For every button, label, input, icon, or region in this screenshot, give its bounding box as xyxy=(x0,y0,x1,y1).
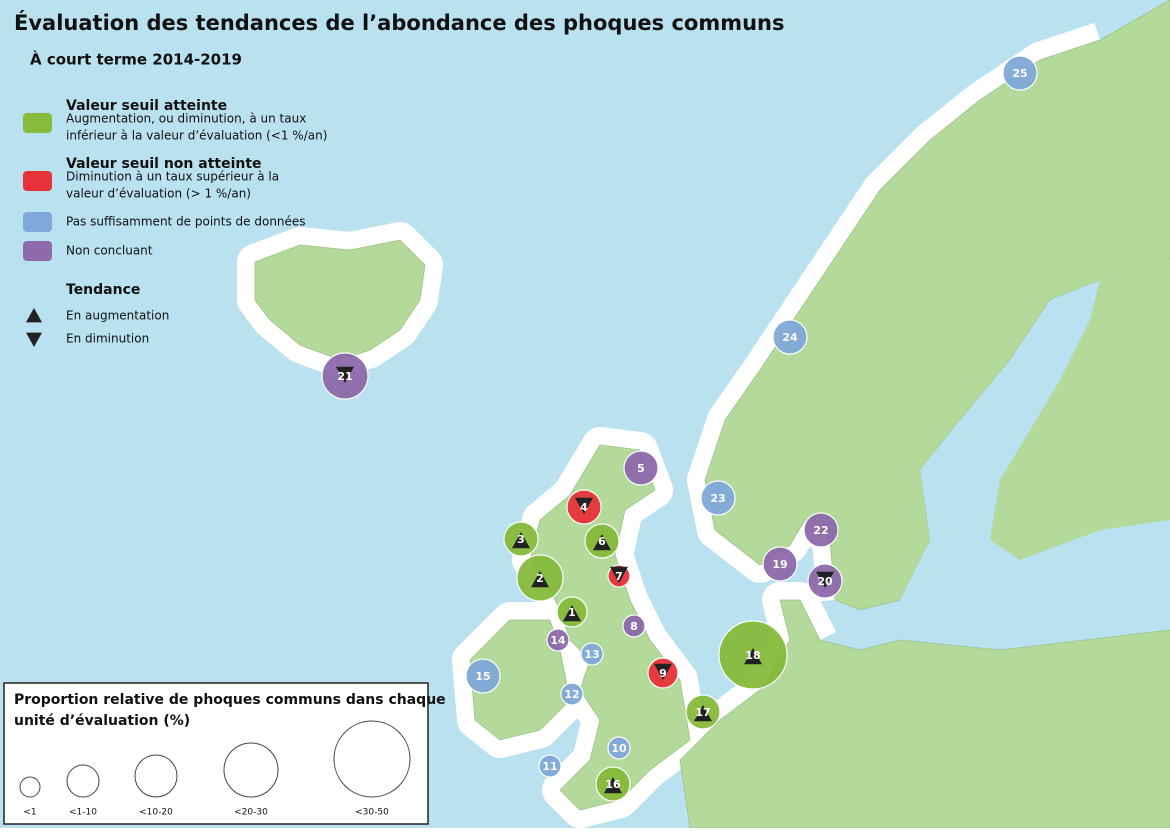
legend-title: Valeur seuil atteinte xyxy=(66,98,227,114)
title: Évaluation des tendances de l’abondance … xyxy=(14,10,785,35)
legend-swatch xyxy=(23,241,52,261)
trend-arrow xyxy=(575,497,593,514)
unit-label: 8 xyxy=(630,620,638,633)
size-circle xyxy=(333,720,411,798)
unit-circle xyxy=(1002,55,1038,91)
unit-circle xyxy=(538,754,562,778)
size-legend-title: Proportion relative de phoques communs d… xyxy=(14,692,446,708)
unit-label: 25 xyxy=(1012,67,1027,80)
unit-label: 10 xyxy=(611,742,627,755)
size-legend-box xyxy=(3,682,429,825)
unit-label: 13 xyxy=(584,648,599,661)
legend-description: Augmentation, ou diminution, à un taux xyxy=(66,112,306,126)
size-label: <20-30 xyxy=(234,808,268,818)
legend-description: inférieur à la valeur d’évaluation (<1 %… xyxy=(66,129,327,143)
legend-swatch xyxy=(23,171,52,191)
unit-label: 12 xyxy=(564,688,579,701)
subtitle: À court terme 2014-2019 xyxy=(30,50,242,69)
unit-circle xyxy=(803,512,839,548)
unit-label: 1 xyxy=(568,606,576,619)
trend-label: En augmentation xyxy=(66,309,169,323)
size-label: <30-50 xyxy=(355,808,389,818)
unit-label: 16 xyxy=(605,778,621,791)
unit-circle xyxy=(772,319,808,355)
trend-arrow xyxy=(744,648,762,665)
legend-title: Valeur seuil non atteinte xyxy=(66,156,262,172)
size-circle xyxy=(66,764,100,798)
unit-label: 2 xyxy=(536,572,544,585)
legend-swatch xyxy=(23,212,52,232)
legend-swatch xyxy=(23,113,52,133)
unit-circle xyxy=(560,682,584,706)
trend-arrow xyxy=(604,777,622,794)
unit-label: 6 xyxy=(598,535,606,548)
size-circle xyxy=(134,754,178,798)
unit-circle xyxy=(762,546,798,582)
unit-circle xyxy=(580,642,604,666)
size-legend-title: unité d’évaluation (%) xyxy=(14,713,190,729)
unit-circle xyxy=(546,628,570,652)
size-circle xyxy=(223,742,279,798)
size-circle xyxy=(19,776,41,798)
trend-arrow xyxy=(531,571,549,588)
unit-label: 15 xyxy=(475,670,490,683)
unit-label: 14 xyxy=(550,634,566,647)
unit-circle xyxy=(623,450,659,486)
unit-label: 19 xyxy=(772,558,787,571)
size-label: <1-10 xyxy=(69,808,97,818)
trend-arrow xyxy=(593,534,611,551)
trend-title: Tendance xyxy=(66,282,140,298)
unit-label: 23 xyxy=(710,492,725,505)
unit-label: 3 xyxy=(517,533,525,546)
trend-arrow xyxy=(26,308,42,323)
unit-label: 17 xyxy=(695,706,710,719)
unit-label: 21 xyxy=(337,370,352,383)
trend-arrow xyxy=(563,605,581,622)
unit-label: 5 xyxy=(637,462,645,475)
legend-description: Non concluant xyxy=(66,244,153,258)
legend-description: Pas suffisamment de points de données xyxy=(66,215,306,229)
trend-arrow xyxy=(654,663,672,680)
unit-label: 11 xyxy=(542,760,557,773)
unit-circle xyxy=(622,614,646,638)
trend-arrow xyxy=(336,366,354,383)
legend-description: valeur d’évaluation (> 1 %/an) xyxy=(66,187,251,201)
unit-label: 24 xyxy=(782,331,798,344)
unit-label: 4 xyxy=(580,501,588,514)
unit-circle xyxy=(700,480,736,516)
size-label: <10-20 xyxy=(139,808,173,818)
size-label: <1 xyxy=(23,808,36,818)
unit-label: 7 xyxy=(615,570,623,583)
unit-circle xyxy=(465,658,501,694)
unit-label: 18 xyxy=(745,649,760,662)
trend-arrow xyxy=(816,571,834,588)
trend-arrow xyxy=(694,705,712,722)
legend-description: Diminution à un taux supérieur à la xyxy=(66,170,279,184)
units: 1234567891011121314151617181920212223242… xyxy=(321,55,1038,802)
trend-arrow xyxy=(512,532,530,549)
trend-arrow xyxy=(26,332,42,347)
unit-label: 20 xyxy=(817,575,833,588)
trend-label: En diminution xyxy=(66,332,149,346)
unit-label: 22 xyxy=(813,524,828,537)
size-legend: Proportion relative de phoques communs d… xyxy=(14,692,446,818)
unit-circle xyxy=(607,736,631,760)
land xyxy=(990,260,1170,560)
unit-label: 9 xyxy=(659,667,667,680)
trend-arrow xyxy=(610,566,628,583)
